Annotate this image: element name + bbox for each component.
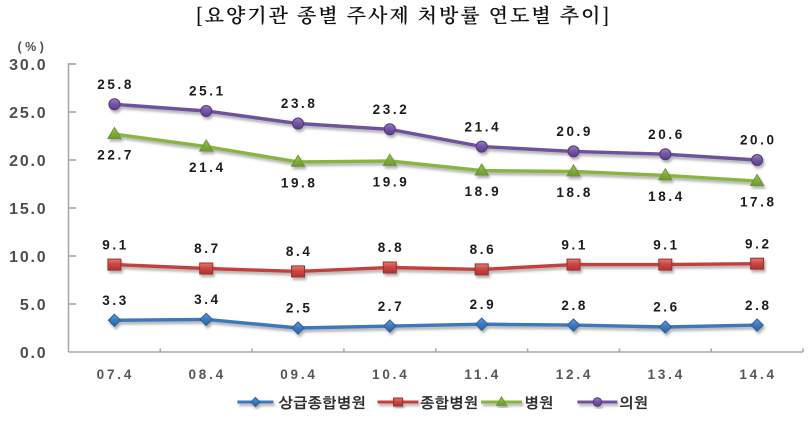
svg-text:22.7: 22.7 <box>97 148 134 163</box>
svg-text:8.7: 8.7 <box>194 241 221 256</box>
svg-text:2.6: 2.6 <box>653 300 680 315</box>
svg-text:2.8: 2.8 <box>745 298 772 313</box>
svg-text:14.4: 14.4 <box>739 367 776 382</box>
svg-text:18.4: 18.4 <box>648 189 685 204</box>
svg-text:21.4: 21.4 <box>189 160 226 175</box>
svg-text:20.6: 20.6 <box>648 127 685 142</box>
svg-text:18.8: 18.8 <box>556 185 593 200</box>
svg-text:9.1: 9.1 <box>561 237 588 252</box>
svg-text:12.4: 12.4 <box>556 367 593 382</box>
svg-text:25.1: 25.1 <box>189 84 226 99</box>
svg-text:8.6: 8.6 <box>470 242 497 257</box>
svg-text:23.8: 23.8 <box>281 96 318 111</box>
svg-text:5.0: 5.0 <box>20 297 48 314</box>
svg-text:07.4: 07.4 <box>97 367 134 382</box>
svg-text:09.4: 09.4 <box>280 367 317 382</box>
svg-text:2.9: 2.9 <box>470 297 497 312</box>
svg-text:9.2: 9.2 <box>745 236 772 251</box>
svg-text:(%): (%) <box>18 40 48 54</box>
svg-text:2.8: 2.8 <box>561 298 588 313</box>
svg-text:2.5: 2.5 <box>286 301 313 316</box>
svg-text:20.0: 20.0 <box>740 133 777 148</box>
svg-text:08.4: 08.4 <box>188 367 225 382</box>
svg-text:9.1: 9.1 <box>102 237 129 252</box>
svg-text:30.0: 30.0 <box>9 57 47 74</box>
svg-text:11.4: 11.4 <box>464 367 501 382</box>
svg-text:10.4: 10.4 <box>372 367 409 382</box>
svg-text:20.0: 20.0 <box>9 153 47 170</box>
svg-text:19.8: 19.8 <box>281 175 318 190</box>
svg-text:10.0: 10.0 <box>9 249 47 266</box>
svg-text:9.1: 9.1 <box>653 237 680 252</box>
svg-text:18.9: 18.9 <box>465 184 502 199</box>
svg-text:20.9: 20.9 <box>556 124 593 139</box>
svg-text:3.4: 3.4 <box>194 292 221 307</box>
svg-text:13.4: 13.4 <box>648 367 685 382</box>
svg-text:8.8: 8.8 <box>378 240 405 255</box>
svg-text:8.4: 8.4 <box>286 244 313 259</box>
svg-text:21.4: 21.4 <box>465 119 502 134</box>
svg-text:15.0: 15.0 <box>9 201 47 218</box>
svg-text:2.7: 2.7 <box>378 299 405 314</box>
svg-text:25.0: 25.0 <box>9 105 47 122</box>
svg-text:3.3: 3.3 <box>102 293 129 308</box>
svg-text:0.0: 0.0 <box>20 345 48 362</box>
svg-text:25.8: 25.8 <box>97 77 134 92</box>
svg-text:19.9: 19.9 <box>373 175 410 190</box>
svg-text:23.2: 23.2 <box>373 102 410 117</box>
svg-text:17.8: 17.8 <box>740 195 777 210</box>
